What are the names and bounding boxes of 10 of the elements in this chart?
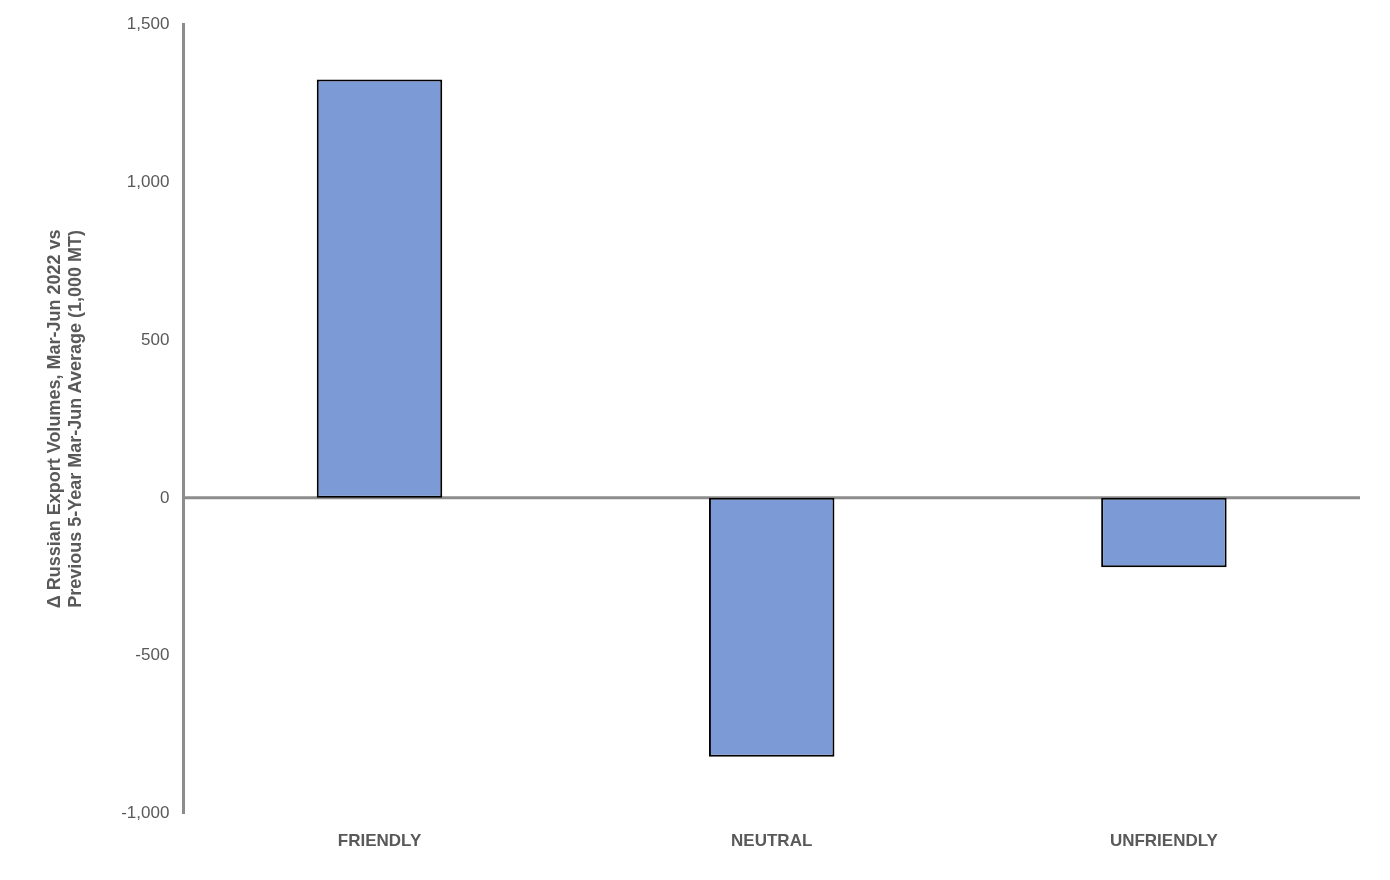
y-axis-title: Δ Russian Export Volumes, Mar-Jun 2022 vs Previous 5-Year Mar-Jun Average (1,000 MT)	[43, 229, 86, 609]
y-tick-label: 1,500	[126, 13, 170, 33]
y-tick-label: -1,000	[121, 803, 170, 823]
y-tick-label: 0	[159, 487, 170, 507]
x-tick-label: NEUTRAL	[731, 831, 813, 851]
x-tick-label: FRIENDLY	[337, 831, 422, 851]
y-tick-label: -500	[135, 645, 170, 665]
y-tick-label: 1,000	[126, 171, 170, 191]
y-tick-label: 500	[141, 329, 170, 349]
x-tick-label: UNFRIENDLY	[1109, 831, 1219, 851]
